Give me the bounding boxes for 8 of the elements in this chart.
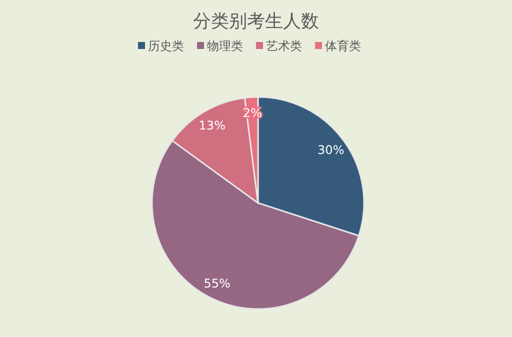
chart-title: 分类别考生人数 [193, 11, 319, 32]
legend-label: 历史类 [148, 39, 184, 53]
data-label: 13% [198, 118, 226, 132]
data-label: 30% [318, 143, 344, 158]
data-label: 55% [204, 276, 230, 290]
legend-label: 体育类 [325, 39, 361, 53]
legend-label: 艺术类 [266, 39, 302, 53]
legend-label: 物理类 [207, 39, 243, 53]
